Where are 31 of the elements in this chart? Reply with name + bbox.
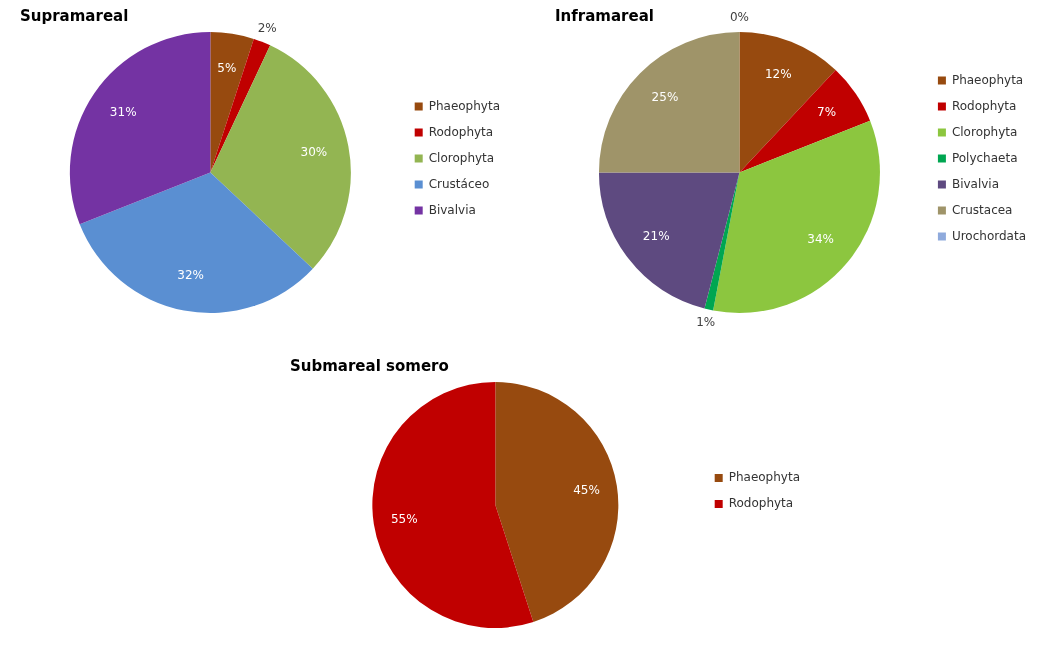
legend-label: Phaeophyta <box>428 98 501 113</box>
chart-title: Inframareal <box>555 6 654 25</box>
legend-label: Rodophyta <box>428 124 494 139</box>
legend-label: Phaeophyta <box>728 470 801 485</box>
data-label: 32% <box>177 268 204 283</box>
data-label: 45% <box>573 482 600 497</box>
legend-label: Rodophyta <box>951 98 1017 113</box>
legend-label: Bivalvia <box>951 176 1000 191</box>
data-label: 30% <box>300 144 328 159</box>
data-label: 55% <box>390 511 418 526</box>
legend-label: Crustáceo <box>428 176 490 191</box>
data-label: 25% <box>651 90 679 105</box>
legend-label: Bivalvia <box>428 202 476 217</box>
data-label: 21% <box>642 229 670 244</box>
legend-label: Clorophyta <box>951 124 1018 139</box>
legend-label: Polychaeta <box>951 150 1018 165</box>
data-label: 2% <box>257 20 277 35</box>
data-label: 5% <box>217 60 237 75</box>
data-label: 34% <box>807 231 834 246</box>
chart-title: Submareal somero <box>290 356 449 375</box>
data-label: 7% <box>817 105 837 120</box>
text: 0% <box>729 10 749 25</box>
data-label: 1% <box>696 315 716 330</box>
legend-label: Rodophyta <box>728 496 794 511</box>
legend-label: Phaeophyta <box>951 72 1024 87</box>
chart-title: Supramareal <box>20 6 129 25</box>
legend-label: Urochordata <box>951 228 1026 243</box>
legend-label: Clorophyta <box>428 150 495 165</box>
data-label: 31% <box>109 105 137 120</box>
data-label: 12% <box>764 66 792 81</box>
legend-label: Crustacea <box>951 202 1013 217</box>
